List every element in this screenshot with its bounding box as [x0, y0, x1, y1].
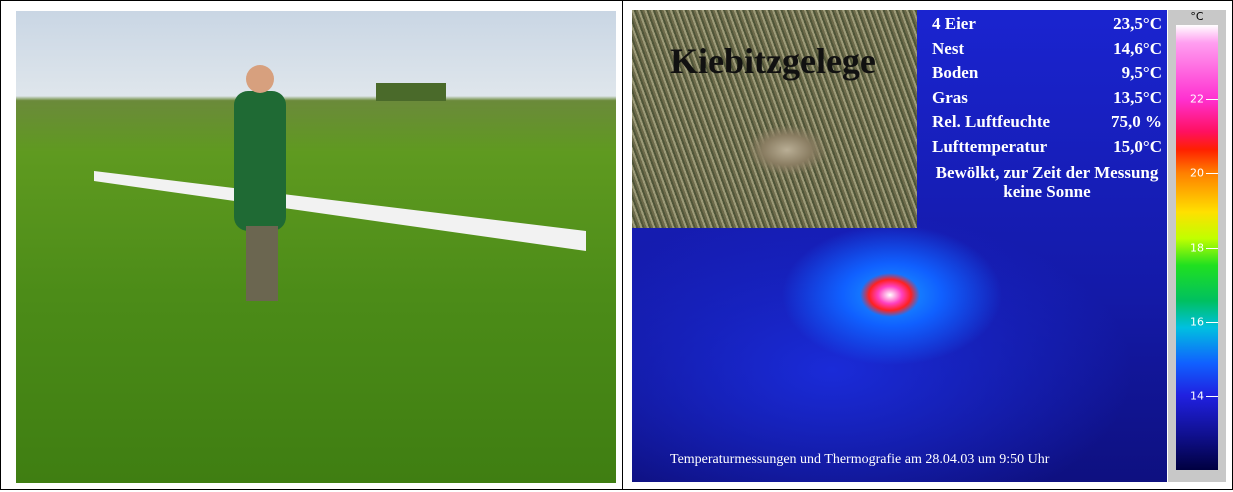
image-title: Kiebitzgelege	[670, 41, 876, 81]
measurement-row: Lufttemperatur 15,0°C	[932, 137, 1162, 162]
field-photo	[16, 11, 616, 483]
scale-tick	[1206, 173, 1218, 175]
thermal-image: Kiebitzgelege 4 Eier 23,5°C Nest 14,6°C Bode…	[632, 10, 1167, 482]
measurement-row: Rel. Luftfeuchte 75,0 %	[932, 112, 1162, 137]
measurement-rows: 4 Eier 23,5°C Nest 14,6°C Boden 9,5°C Gras 13,5…	[932, 14, 1162, 161]
scale-tick	[1206, 395, 1218, 397]
measurement-value: 14,6°C	[1113, 38, 1162, 58]
scale-unit: °C	[1190, 10, 1204, 23]
measurement-label: Nest	[932, 38, 965, 58]
measurement-label: 4 Eier	[932, 14, 976, 33]
boom	[94, 171, 586, 251]
measurement-label: Gras	[932, 87, 968, 107]
nest-photo: Kiebitzgelege	[632, 10, 917, 228]
scale-tick-label: 16	[1190, 315, 1204, 329]
legs	[246, 226, 278, 301]
measurement-value: 15,0°C	[1113, 136, 1162, 156]
scale-tick-label: 20	[1190, 166, 1204, 180]
scale-tick	[1206, 247, 1218, 249]
measurement-value: 13,5°C	[1113, 87, 1162, 107]
photo-drawing	[94, 65, 586, 301]
measurement-value: 9,5°C	[1121, 63, 1162, 82]
weather-note: Bewölkt, zur Zeit der Messung keine Sonn…	[935, 163, 1159, 201]
measurement-row: Gras 13,5°C	[932, 88, 1162, 113]
caption: Temperaturmessungen und Thermografie am …	[670, 452, 1050, 467]
head	[246, 65, 274, 93]
scale-tick-label: 22	[1190, 92, 1204, 106]
scale-tick-label: 14	[1190, 389, 1204, 403]
measurement-value: 75,0 %	[1111, 112, 1162, 131]
measurement-value: 23,5°C	[1113, 14, 1162, 33]
scale-tick	[1206, 321, 1218, 323]
measurement-row: 4 Eier 23,5°C	[932, 14, 1162, 39]
left-cell	[0, 0, 623, 490]
color-scale: °C 22 20 18 16 14	[1168, 10, 1226, 482]
measurement-label: Rel. Luftfeuchte	[932, 112, 1051, 131]
scale-tick-label: 18	[1190, 241, 1204, 254]
measurement-label: Lufttemperatur	[932, 136, 1048, 156]
measurement-label: Boden	[932, 63, 979, 82]
measurement-row: Boden 9,5°C	[932, 63, 1162, 88]
coat	[234, 91, 286, 231]
measurements: 4 Eier 23,5°C Nest 14,6°C Boden 9,5°C Gras 13,5…	[932, 14, 1162, 201]
trees	[376, 83, 446, 101]
scale-tick	[1206, 99, 1218, 101]
measurement-row: Nest 14,6°C	[932, 39, 1162, 64]
